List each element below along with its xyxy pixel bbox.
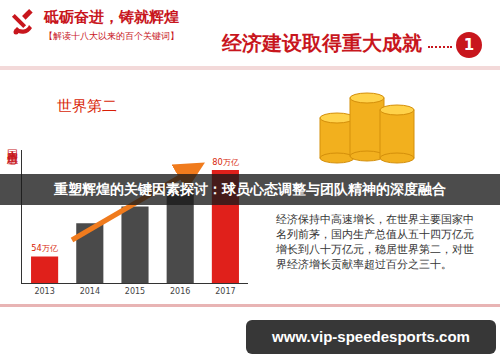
- svg-text:2014: 2014: [80, 287, 100, 296]
- html-text:重塑辉煌的关键因素探讨：球员心态调整与团队精神的深度融合: 重塑辉煌的关键因素探讨：球员心态调整与团队精神的深度融合: [54, 181, 446, 197]
- html-text:经济保持中高速增长，在世界主要国家中名列前茅，国内生产总值从: 经济保持中高速增长，在世界主要国家中名列前茅，国内生产总值从五十四万亿元增长到八…: [276, 213, 474, 270]
- svg-text:80万亿: 80万亿: [212, 157, 239, 167]
- svg-text:2016: 2016: [170, 287, 190, 296]
- html-text:【解读十八大以来的百个关键词】: 【解读十八大以来的百个关键词】: [44, 31, 179, 41]
- svg-text:2017: 2017: [215, 287, 235, 296]
- html-text:砥砺奋进，铸就辉煌: 砥砺奋进，铸就辉煌: [44, 8, 179, 26]
- svg-text:2013: 2013: [34, 287, 54, 296]
- html-text:1: 1: [463, 36, 475, 54]
- html-text:国内生产总值: 国内生产总值: [6, 140, 19, 146]
- html-text:www.vip-speedesports.com: www.vip-speedesports.com: [272, 328, 470, 345]
- svg-text:54万亿: 54万亿: [31, 243, 58, 253]
- html-text:经济建设取得重大成就: 经济建设取得重大成就: [222, 31, 422, 55]
- svg-text:世界第二: 世界第二: [57, 97, 117, 115]
- svg-text:2015: 2015: [125, 287, 145, 296]
